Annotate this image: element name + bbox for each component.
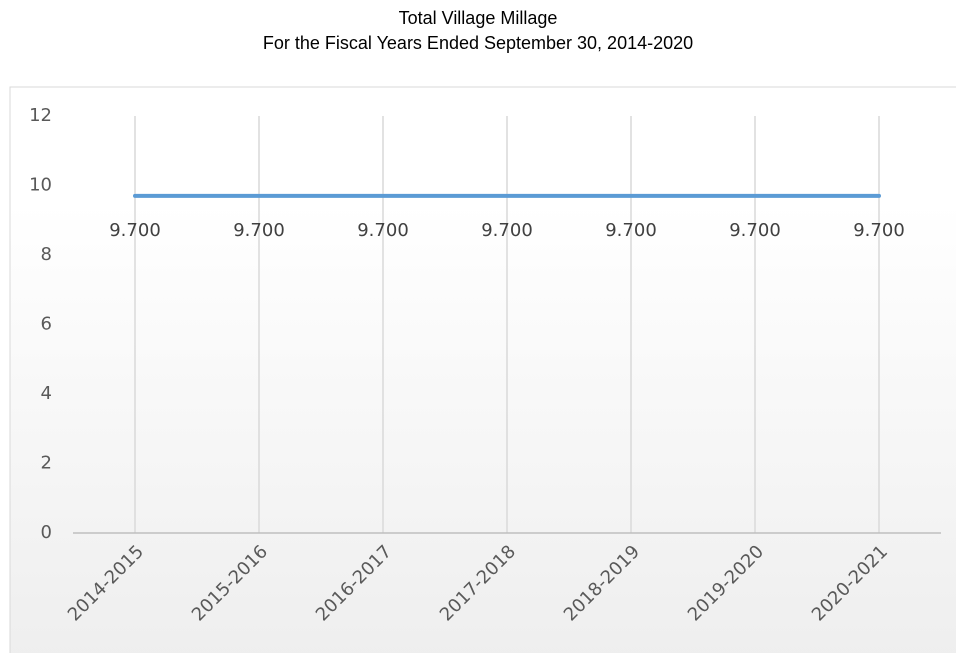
- data-label: 9.700: [853, 220, 905, 241]
- data-label: 9.700: [109, 220, 161, 241]
- data-label: 9.700: [481, 220, 533, 241]
- y-tick-label: 0: [41, 522, 52, 543]
- y-tick-label: 6: [41, 314, 52, 335]
- chart-title: Total Village Millage: [399, 8, 558, 28]
- data-label: 9.700: [605, 220, 657, 241]
- y-tick-label: 8: [41, 244, 52, 265]
- y-tick-label: 4: [41, 383, 52, 404]
- data-label: 9.700: [233, 220, 285, 241]
- chart-subtitle: For the Fiscal Years Ended September 30,…: [263, 33, 693, 53]
- chart-frame: [9, 86, 956, 653]
- y-tick-label: 10: [29, 175, 52, 196]
- data-label: 9.700: [357, 220, 409, 241]
- data-label: 9.700: [729, 220, 781, 241]
- y-tick-label: 12: [29, 105, 52, 126]
- y-tick-label: 2: [41, 453, 52, 474]
